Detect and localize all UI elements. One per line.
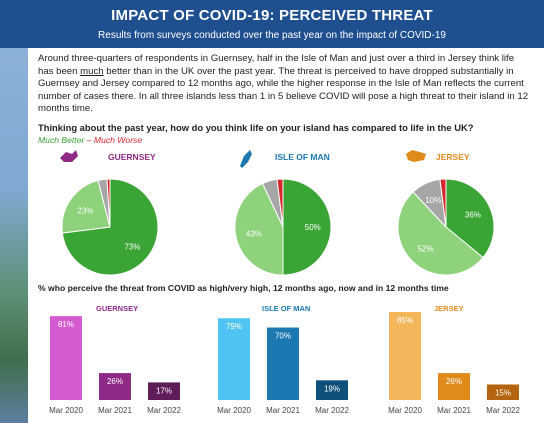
legend-separator: – xyxy=(84,135,94,145)
pie-slice-much-worse xyxy=(276,178,284,228)
bar-value-label: 79% xyxy=(226,322,242,331)
bar-category-label: Mar 2021 xyxy=(98,406,132,415)
pie-slice-label: 36% xyxy=(465,210,481,219)
page-title: IMPACT OF COVID-19: PERCEIVED THREAT xyxy=(111,7,433,24)
pie-title-jersey: JERSEY xyxy=(436,152,470,162)
bar xyxy=(389,312,421,400)
bar-chart-title-jersey: JERSEY xyxy=(434,304,464,313)
bar-category-label: Mar 2022 xyxy=(147,406,181,415)
bar xyxy=(50,316,82,400)
bar-chart-title-isle-of-man: ISLE OF MAN xyxy=(262,304,310,313)
intro-text-1: Around three-quarters of respondents in … xyxy=(38,53,515,77)
question-life-compared: Thinking about the past year, how do you… xyxy=(38,122,474,133)
bar-category-label: Mar 2020 xyxy=(217,406,251,415)
bar-chart-title-guernsey: GUERNSEY xyxy=(96,304,138,313)
pie-slice-label: 52% xyxy=(418,245,434,254)
bar-value-label: 85% xyxy=(397,316,413,325)
bar-value-label: 70% xyxy=(275,332,291,341)
bar-chart-jersey: JERSEY 85% Mar 2020 26% Mar 2021 15% Mar 2022 xyxy=(388,304,520,415)
bar-value-label: 81% xyxy=(58,320,74,329)
bar-chart-guernsey: GUERNSEY 81% Mar 2020 26% Mar 2021 17% Mar 202… xyxy=(49,304,181,415)
bar-value-label: 26% xyxy=(446,377,462,386)
bar-category-label: Mar 2020 xyxy=(388,406,422,415)
isle-of-man-map-icon xyxy=(240,150,252,168)
pie-slice-better xyxy=(61,179,111,234)
bar xyxy=(218,318,250,400)
pie-slice-much-better xyxy=(282,178,332,276)
bar-category-label: Mar 2021 xyxy=(437,406,471,415)
pie-title-isle-of-man: ISLE OF MAN xyxy=(275,152,330,162)
bar xyxy=(487,384,519,400)
guernsey-map-icon xyxy=(60,150,78,162)
pie-title-guernsey: GUERNSEY xyxy=(108,152,156,162)
bar-value-label: 15% xyxy=(495,388,511,397)
pie-slice-label: 10% xyxy=(425,196,441,205)
bar xyxy=(316,380,348,400)
coastline-photo xyxy=(0,0,28,423)
bar xyxy=(438,373,470,400)
pie-slice-label: 23% xyxy=(77,206,93,215)
bar-value-label: 26% xyxy=(107,377,123,386)
bar-category-label: Mar 2020 xyxy=(49,406,83,415)
bar-category-label: Mar 2022 xyxy=(486,406,520,415)
pie-slice-better xyxy=(397,191,484,276)
pie-legend: Much Better – Much Worse xyxy=(38,135,142,145)
jersey-map-icon xyxy=(406,150,426,162)
pie-slice-label: 50% xyxy=(305,223,321,232)
bar xyxy=(99,373,131,400)
intro-paragraph: Around three-quarters of respondents in … xyxy=(38,53,530,116)
pie-slice-much-better xyxy=(445,178,495,259)
header-banner: IMPACT OF COVID-19: PERCEIVED THREAT Res… xyxy=(0,0,544,48)
bar-category-label: Mar 2021 xyxy=(266,406,300,415)
intro-text-2: better than in the UK over the past year… xyxy=(38,65,529,115)
bar-chart-isle-of-man: ISLE OF MAN 79% Mar 2020 70% Mar 2021 19% Mar … xyxy=(217,304,349,415)
question-threat: % who perceive the threat from COVID as … xyxy=(38,283,449,293)
bar-value-label: 17% xyxy=(156,386,172,395)
pie-slice-much-worse xyxy=(439,178,447,228)
bar xyxy=(267,327,299,400)
legend-much-better: Much Better xyxy=(38,135,85,145)
pie-slice-better xyxy=(234,182,284,276)
pie-jersey: JERSEY 36% 52% 10% xyxy=(397,150,495,276)
bar-category-label: Mar 2022 xyxy=(315,406,349,415)
pie-guernsey: GUERNSEY 73% 23% xyxy=(60,150,159,276)
bar-value-label: 19% xyxy=(324,384,340,393)
bar xyxy=(148,382,180,400)
intro-underlined-word: much xyxy=(80,65,104,77)
pie-slice-label: 43% xyxy=(246,229,262,238)
legend-much-worse: Much Worse xyxy=(93,135,143,145)
page-subtitle: Results from surveys conducted over the … xyxy=(98,30,446,41)
pie-slice-label: 73% xyxy=(124,243,140,252)
pie-slice-much-worse xyxy=(106,178,111,228)
pie-isle-of-man: ISLE OF MAN 50% 43% xyxy=(234,150,332,276)
